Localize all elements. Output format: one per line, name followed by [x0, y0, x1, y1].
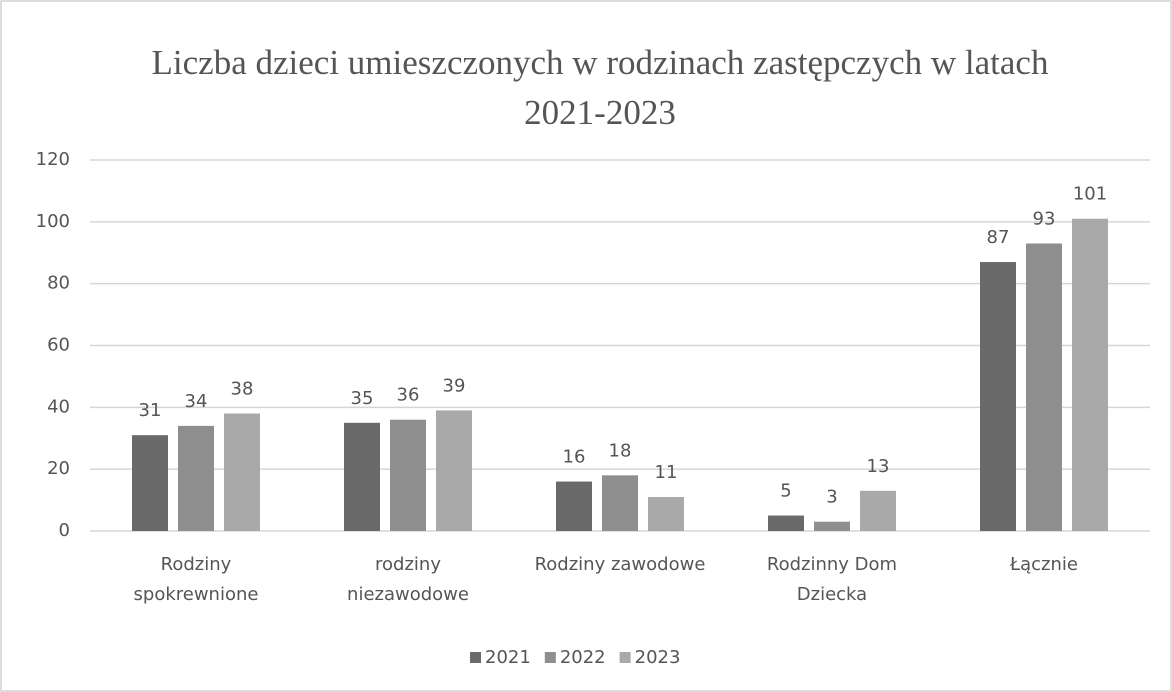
data-label: 101: [1073, 184, 1107, 205]
bar: [814, 521, 850, 531]
data-label: 36: [397, 385, 420, 406]
x-tick-label: rodziny niezawodowe: [347, 554, 469, 605]
legend-label: 2022: [560, 647, 606, 668]
data-label: 31: [139, 400, 162, 421]
bar: [556, 481, 592, 531]
bar: [768, 515, 804, 531]
bar: [178, 425, 214, 531]
x-tick-label: Rodziny zawodowe: [534, 554, 706, 575]
bar: [132, 435, 168, 531]
bar: [602, 475, 638, 531]
y-tick-label: 0: [59, 520, 70, 541]
y-tick-label: 60: [47, 335, 70, 356]
x-tick-label: Rodziny spokrewnione: [133, 554, 259, 605]
bar: [980, 262, 1016, 531]
y-tick-label: 40: [47, 396, 70, 417]
data-label: 34: [185, 391, 208, 412]
bar: [344, 422, 380, 531]
y-tick-label: 80: [47, 273, 70, 294]
data-label: 38: [231, 379, 254, 400]
y-tick-label: 20: [47, 458, 70, 479]
x-tick-label: Łącznie: [1010, 554, 1078, 575]
bar: [1072, 218, 1108, 531]
data-label: 13: [867, 456, 890, 477]
bar: [648, 496, 684, 531]
bar: [224, 413, 260, 531]
x-tick-label: Rodzinny Dom Dziecka: [766, 554, 898, 605]
legend-label: 2021: [485, 647, 531, 668]
chart-title: Liczba dzieci umieszczonych w rodzinach …: [151, 43, 1049, 132]
legend-label: 2023: [635, 647, 681, 668]
y-tick-label: 100: [36, 211, 70, 232]
data-label: 93: [1033, 208, 1056, 229]
legend-swatch: [544, 652, 556, 663]
data-label: 16: [563, 447, 586, 468]
bar: [390, 419, 426, 531]
data-label: 5: [780, 481, 791, 502]
data-label: 3: [826, 487, 837, 508]
data-label: 11: [655, 462, 678, 483]
data-label: 35: [351, 388, 374, 409]
data-label: 87: [987, 227, 1010, 248]
legend-swatch: [470, 652, 481, 663]
data-label: 18: [609, 440, 632, 461]
y-tick-label: 120: [36, 149, 70, 170]
legend-swatch: [619, 652, 631, 663]
bar: [1026, 243, 1062, 531]
data-label: 39: [443, 375, 466, 396]
bar: [860, 490, 896, 531]
bar: [436, 410, 472, 531]
